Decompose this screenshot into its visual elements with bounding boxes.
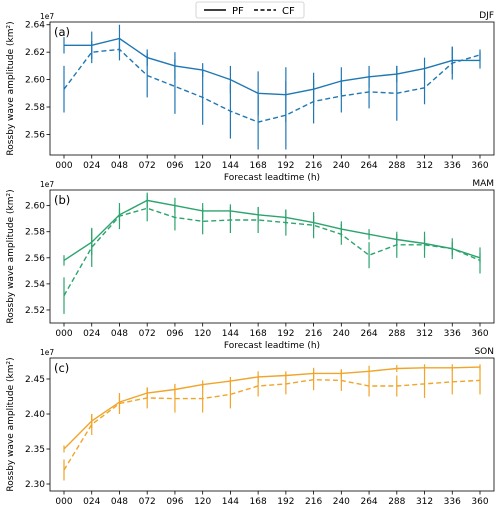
- legend-cf-label: CF: [282, 6, 295, 17]
- y-offset-label: 1e7: [40, 12, 54, 21]
- panel-mam: 000 024 048 072 096 120 144 168 192 216 240 264 288 3…: [6, 179, 495, 351]
- season-label: MAM: [472, 179, 494, 189]
- season-label: SON: [474, 347, 494, 357]
- panel-djf: 000 024 048 072 096 120 144 168 192 216 240 264 288 3…: [6, 11, 495, 183]
- series-pf: [63, 192, 481, 266]
- x-tick-label: 240: [333, 329, 350, 339]
- y-tick-label: 2.56: [25, 130, 45, 140]
- x-tick-label: 240: [333, 161, 350, 171]
- series-line: [63, 199, 481, 261]
- x-tick-label: 312: [416, 161, 433, 171]
- x-tick-label: 168: [250, 161, 267, 171]
- series-line: [63, 366, 481, 450]
- x-tick-label: 144: [222, 497, 239, 506]
- x-tick-label: 312: [416, 497, 433, 506]
- x-tick-label: 072: [139, 497, 156, 506]
- series-cf: [63, 38, 481, 150]
- x-tick-label: 120: [194, 329, 211, 339]
- series-line: [64, 37, 480, 96]
- series-line: [63, 207, 481, 296]
- x-tick-label: 120: [194, 161, 211, 171]
- x-tick-label: 216: [305, 161, 322, 171]
- x-tick-label: 000: [55, 161, 72, 171]
- legend: PF CF: [195, 1, 305, 19]
- y-axis-label: Rossby wave amplitude (km²): [6, 189, 16, 323]
- y-offset-label: 1e7: [40, 348, 54, 357]
- x-tick-label: 336: [444, 329, 461, 339]
- series-pf: [63, 24, 481, 123]
- y-axis-label: Rossby wave amplitude (km²): [6, 21, 16, 155]
- y-tick-label: 2.58: [25, 228, 45, 238]
- x-tick-label: 192: [277, 497, 294, 506]
- x-tick-label: 072: [139, 329, 156, 339]
- x-tick-label: 360: [471, 329, 488, 339]
- y-tick-label: 2.60: [25, 202, 45, 212]
- axes-frame: [49, 357, 495, 492]
- y-tick-label: 2.54: [25, 280, 45, 290]
- x-tick-label: 264: [360, 329, 377, 339]
- x-tick-label: 216: [305, 329, 322, 339]
- x-tick-label: 048: [111, 161, 128, 171]
- y-tick-label: 2.58: [25, 103, 45, 113]
- x-tick-label: 336: [444, 161, 461, 171]
- legend-pf-label: PF: [232, 6, 244, 17]
- x-tick-label: 192: [277, 161, 294, 171]
- y-tick-label: 2.40: [25, 410, 45, 420]
- x-axis-label: Forecast leadtime (h): [224, 341, 320, 351]
- x-tick-label: 096: [166, 329, 183, 339]
- y-offset-label: 1e7: [40, 180, 54, 189]
- panel-son: 000 024 048 072 096 120 144 168 192 216 240 264 288 3…: [6, 347, 495, 506]
- x-tick-label: 264: [360, 161, 377, 171]
- y-tick-label: 2.52: [25, 306, 45, 316]
- panel-label: (b): [54, 193, 70, 207]
- x-tick-label: 264: [360, 497, 377, 506]
- y-tick-label: 2.60: [25, 76, 45, 86]
- x-tick-label: 048: [111, 329, 128, 339]
- x-tick-label: 072: [139, 161, 156, 171]
- y-tick-label: 2.35: [25, 445, 45, 455]
- x-tick-label: 048: [111, 497, 128, 506]
- season-label: DJF: [479, 11, 494, 21]
- x-tick-label: 024: [83, 497, 100, 506]
- x-tick-label: 288: [388, 161, 405, 171]
- x-axis-label: Forecast leadtime (h): [224, 173, 320, 183]
- y-axis-label: Rossby wave amplitude (km²): [6, 357, 16, 491]
- series-line: [63, 48, 481, 123]
- series-pf: [63, 364, 481, 453]
- x-tick-label: 024: [83, 329, 100, 339]
- x-tick-label: 288: [388, 329, 405, 339]
- x-tick-label: 168: [250, 329, 267, 339]
- x-tick-label: 240: [333, 497, 350, 506]
- x-tick-label: 216: [305, 497, 322, 506]
- x-tick-label: 336: [444, 497, 461, 506]
- x-tick-label: 360: [471, 161, 488, 171]
- y-tick-label: 2.62: [25, 48, 45, 58]
- legend-frame: [195, 1, 305, 19]
- x-tick-label: 096: [166, 161, 183, 171]
- x-tick-label: 144: [222, 161, 239, 171]
- x-tick-label: 024: [83, 161, 100, 171]
- x-tick-label: 312: [416, 329, 433, 339]
- y-tick-label: 2.56: [25, 254, 45, 264]
- series-cf: [63, 195, 481, 314]
- x-tick-label: 288: [388, 497, 405, 506]
- x-tick-label: 360: [471, 497, 488, 506]
- x-tick-label: 000: [55, 329, 72, 339]
- axes-frame: [49, 21, 495, 156]
- series-cf: [63, 366, 481, 481]
- axes-frame: [49, 189, 495, 324]
- y-tick-label: 2.30: [25, 480, 45, 490]
- y-tick-label: 2.45: [25, 375, 45, 385]
- x-tick-label: 000: [55, 497, 72, 506]
- y-tick-label: 2.64: [25, 21, 45, 31]
- x-tick-label: 168: [250, 497, 267, 506]
- series-line: [63, 378, 481, 471]
- x-tick-label: 096: [166, 497, 183, 506]
- x-tick-label: 192: [277, 329, 294, 339]
- x-tick-label: 120: [194, 497, 211, 506]
- panel-label: (c): [54, 361, 69, 375]
- panel-label: (a): [54, 25, 70, 39]
- x-tick-label: 144: [222, 329, 239, 339]
